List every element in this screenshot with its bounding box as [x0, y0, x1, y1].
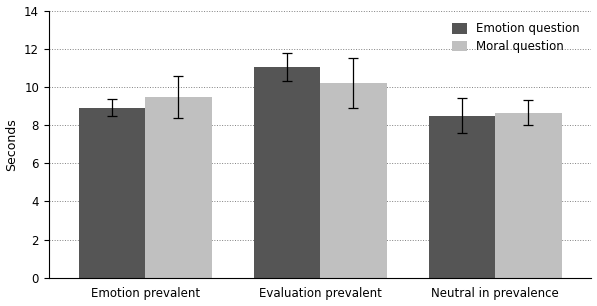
Bar — [145, 97, 211, 278]
Bar — [495, 113, 562, 278]
Bar — [429, 115, 495, 278]
Bar — [79, 108, 145, 278]
Bar — [254, 67, 320, 278]
Legend: Emotion question, Moral question: Emotion question, Moral question — [447, 17, 586, 59]
Y-axis label: Seconds: Seconds — [5, 118, 19, 170]
Bar — [320, 83, 387, 278]
